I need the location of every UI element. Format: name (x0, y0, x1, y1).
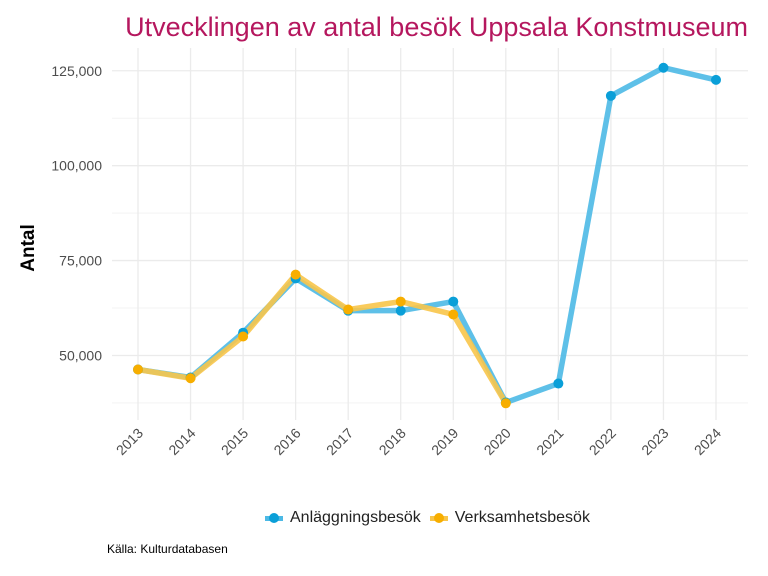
data-point (343, 304, 354, 315)
data-point (500, 398, 511, 409)
data-point (448, 296, 459, 307)
x-tick-label: 2018 (376, 425, 409, 458)
y-tick-label: 100,000 (51, 158, 102, 174)
x-tick-label: 2024 (691, 425, 724, 458)
x-tick-label: 2020 (481, 425, 514, 458)
x-tick-label: 2016 (270, 425, 303, 458)
y-tick-label: 50,000 (59, 347, 102, 363)
x-tick-label: 2022 (586, 425, 619, 458)
legend-key-verksamhetsbesok (429, 508, 449, 528)
x-tick-label: 2023 (638, 425, 671, 458)
legend-label: Verksamhetsbesök (454, 509, 590, 526)
x-tick-label: 2017 (323, 425, 356, 458)
x-tick-label: 2021 (533, 425, 566, 458)
y-axis-label: Antal (18, 224, 39, 272)
chart-title: Utvecklingen av antal besök Uppsala Kons… (125, 12, 748, 42)
data-point (133, 364, 143, 375)
x-tick-label: 2019 (428, 425, 461, 458)
legend: Anläggningsbesök Verksamhetsbesök (264, 508, 590, 528)
x-tick-label: 2015 (218, 425, 251, 458)
data-point (185, 373, 196, 384)
series-line-1 (137, 271, 509, 405)
data-point (290, 269, 301, 280)
legend-key-anlaggningsbesok (264, 508, 284, 528)
y-tick-label: 75,000 (59, 253, 102, 269)
data-point (605, 90, 616, 101)
legend-label: Anläggningsbesök (290, 509, 421, 526)
data-point (553, 378, 564, 389)
data-point (448, 309, 459, 320)
x-tick-label: 2014 (165, 425, 198, 458)
y-tick-label: 125,000 (51, 63, 102, 79)
x-tick-label: 2013 (113, 425, 146, 458)
data-point (711, 74, 721, 85)
data-point (395, 296, 406, 307)
data-point (238, 331, 249, 342)
data-point (395, 305, 406, 316)
caption: Källa: Kulturdatabasen (107, 542, 228, 556)
data-point (658, 62, 669, 73)
